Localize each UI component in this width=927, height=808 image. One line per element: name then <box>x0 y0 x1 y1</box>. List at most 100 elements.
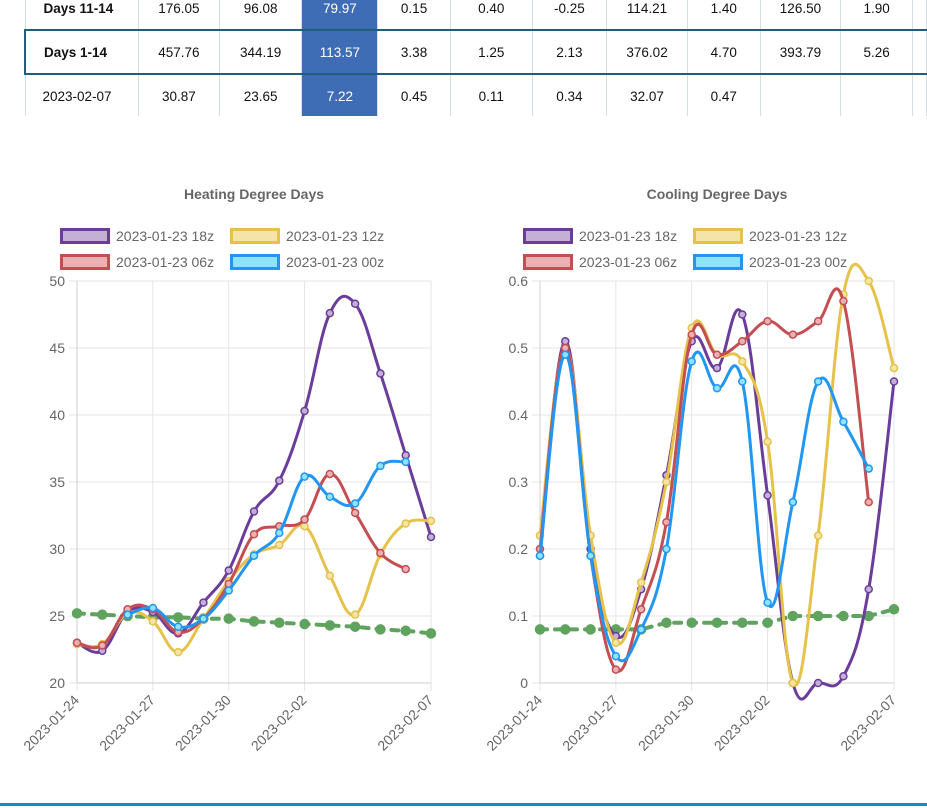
forecast-table: Days 11-14 176.05 96.08 79.97 0.15 0.40 … <box>24 0 927 116</box>
legend-swatch <box>230 228 280 244</box>
legend-label: 2023-01-23 18z <box>116 228 214 244</box>
y-tick-label: 50 <box>49 273 65 289</box>
table-cell: 5.26 <box>840 29 913 75</box>
x-tick-label: 2023-01-27 <box>559 692 621 754</box>
heating-degree-days-chart: Heating Degree Days 2023-01-23 18z 2023-01… <box>20 186 436 754</box>
legend-label: 2023-01-23 18z <box>579 228 677 244</box>
series-2023-01-23-18z-point <box>249 507 259 516</box>
legend-swatch <box>523 228 573 244</box>
series-2023-01-23-00z-point <box>376 461 385 471</box>
series-2023-01-23-12z-point <box>864 276 873 286</box>
x-tick-label: 2023-02-02 <box>711 692 773 754</box>
series-normal-point <box>711 617 723 628</box>
series-normal-line <box>538 607 896 632</box>
series-normal-point <box>97 609 108 620</box>
table-cell: 0.34 <box>531 73 608 116</box>
series-2023-01-23-18z-point <box>712 363 722 373</box>
series-2023-01-23-06z-point <box>738 337 747 346</box>
series-normal-point <box>888 604 900 615</box>
series-2023-01-23-18z-point <box>839 672 848 681</box>
table-cell: -0.25 <box>531 0 608 31</box>
series-2023-01-23-12z-point <box>763 437 772 447</box>
series-2023-01-23-12z-point <box>611 638 621 648</box>
legend-swatch <box>693 254 743 270</box>
series-2023-01-23-12z-point <box>738 357 747 366</box>
bottom-divider <box>0 803 927 806</box>
series-2023-01-23-18z-point <box>376 369 385 378</box>
table-cell: 96.08 <box>218 0 303 31</box>
series-2023-01-23-00z-point <box>813 377 823 386</box>
table-cell-highlighted: 79.97 <box>301 0 379 31</box>
series-normal-point <box>223 613 234 624</box>
table-cell: 126.50 <box>759 0 842 31</box>
table-cell <box>759 73 842 116</box>
series-2023-01-23-00z-point <box>738 377 747 386</box>
series-normal-point <box>838 610 849 622</box>
series-2023-01-23-06z-point <box>763 316 772 326</box>
table-cell <box>911 0 927 31</box>
series-2023-01-23-12z-point <box>173 647 183 657</box>
legend-swatch <box>60 228 110 244</box>
series-2023-01-23-18z-point <box>224 566 233 575</box>
series-2023-01-23-12z-point <box>662 477 671 487</box>
y-tick-label: 25 <box>49 608 65 624</box>
series-2023-01-23-00z-point <box>611 651 621 661</box>
series-2023-01-23-06z-point <box>350 508 360 518</box>
table-cell: 23.65 <box>218 73 303 116</box>
series-2023-01-23-00z-point <box>199 614 208 623</box>
series-2023-01-23-18z-point <box>763 491 772 500</box>
series-2023-01-23-06z-point <box>813 316 823 326</box>
series-2023-01-23-12z-point <box>426 516 436 526</box>
table-cell: 2.13 <box>531 29 608 75</box>
legend-label: 2023-01-23 12z <box>286 228 384 244</box>
series-2023-01-23-18z-point <box>350 299 360 309</box>
chart-title: Cooling Degree Days <box>647 186 788 202</box>
series-2023-01-23-00z-point <box>224 586 233 595</box>
series-normal-point <box>585 624 596 635</box>
series-2023-01-23-18z-point <box>199 598 208 607</box>
series-normal-point <box>686 617 697 628</box>
legend-swatch <box>60 254 110 270</box>
series-normal-point <box>375 624 386 635</box>
y-tick-label: 35 <box>49 474 65 490</box>
series-normal-point <box>762 617 773 628</box>
y-tick-label: 0.3 <box>509 474 529 490</box>
table-row: 2023-02-07 30.87 23.65 7.22 0.45 0.11 0.… <box>24 73 927 116</box>
series-normal-point <box>737 617 748 628</box>
series-2023-01-23-06z-point <box>636 605 646 614</box>
series-2023-01-23-00z-point <box>561 350 570 359</box>
series-2023-01-23-06z-point <box>98 641 107 650</box>
series-normal-point <box>324 620 336 631</box>
series-2023-01-23-18z-point <box>738 310 747 319</box>
table-cell <box>911 29 927 75</box>
table-cell: 393.79 <box>759 29 842 75</box>
series-2023-01-23-18z-point <box>300 406 309 416</box>
table-row: Days 11-14 176.05 96.08 79.97 0.15 0.40 … <box>24 0 927 31</box>
series-normal-point <box>71 608 83 619</box>
series-2023-01-23-00z-point <box>788 497 798 507</box>
series-2023-01-23-00z-point <box>300 472 309 481</box>
series-2023-01-23-06z-point <box>401 564 410 574</box>
table-cell: 344.19 <box>218 29 303 75</box>
table-cell: 1.40 <box>686 0 761 31</box>
y-tick-label: 0.1 <box>509 608 529 624</box>
table-cell: 3.38 <box>377 29 451 75</box>
table-cell: 1.90 <box>840 0 913 31</box>
table-cell: 0.11 <box>449 73 533 116</box>
x-tick-label: 2023-02-07 <box>837 692 899 754</box>
series-2023-01-23-18z-point <box>426 532 436 542</box>
table-cell: 176.05 <box>138 0 220 31</box>
table-cell: 0.15 <box>377 0 451 31</box>
series-2023-01-23-00z-point <box>712 383 722 393</box>
series-2023-01-23-00z-point <box>839 417 848 426</box>
x-tick-label: 2023-01-30 <box>635 692 697 754</box>
table-cell: 4.70 <box>686 29 761 75</box>
series-2023-01-23-18z-point <box>325 308 335 318</box>
row-label: Days 1-14 <box>24 29 140 75</box>
y-tick-label: 0 <box>520 675 528 691</box>
series-normal-point <box>274 617 285 628</box>
legend-label: 2023-01-23 00z <box>749 254 847 270</box>
series-2023-01-23-12z-point <box>275 540 284 550</box>
y-tick-label: 0.4 <box>509 407 529 423</box>
series-2023-01-23-00z-point <box>275 528 284 538</box>
